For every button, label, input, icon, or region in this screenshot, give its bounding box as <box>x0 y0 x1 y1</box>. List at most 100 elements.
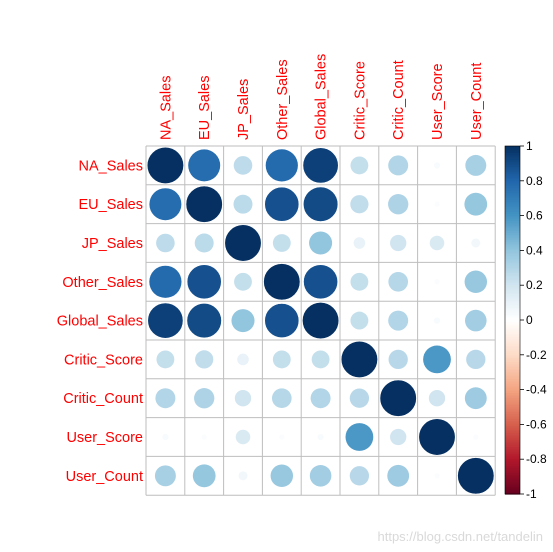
column-label-Global_Sales: Global_Sales <box>314 54 330 140</box>
colorbar-segment <box>505 154 520 158</box>
corr-circle-User_Count-JP_Sales <box>238 471 248 481</box>
colorbar-segment <box>505 321 520 325</box>
colorbar-segment <box>505 166 520 170</box>
colorbar-segment <box>505 226 520 229</box>
colorbar-segment <box>505 400 520 403</box>
colorbar-segment <box>505 333 520 337</box>
correlation-circles <box>146 146 495 495</box>
corr-circle-NA_Sales-Critic_Score <box>350 156 369 175</box>
colorbar-segment <box>505 391 520 394</box>
colorbar-segment <box>505 264 520 267</box>
colorbar-segment <box>505 412 520 415</box>
column-label-Critic_Count: Critic_Count <box>391 60 407 140</box>
colorbar-segment <box>505 224 520 227</box>
colorbar-segment <box>505 320 520 323</box>
colorbar-segment <box>505 379 520 382</box>
colorbar-segment <box>505 276 520 279</box>
colorbar-segment <box>505 405 520 408</box>
corr-circle-Critic_Count-JP_Sales <box>234 390 252 407</box>
colorbar-segment <box>505 161 520 164</box>
colorbar-segment <box>505 250 520 253</box>
corr-circle-JP_Sales-Critic_Score <box>353 237 366 249</box>
colorbar-segment <box>505 398 520 401</box>
colorbar-segment <box>505 356 520 359</box>
colorbar-segment <box>505 342 520 345</box>
colorbar-segment <box>505 476 520 479</box>
colorbar-segment <box>505 389 520 392</box>
colorbar-segment <box>505 299 520 302</box>
corr-circle-User_Score-JP_Sales <box>235 429 251 445</box>
colorbar-segment <box>505 382 520 385</box>
colorbar-segment <box>505 187 520 191</box>
colorbar-segment <box>505 186 520 189</box>
colorbar-segment <box>505 326 520 330</box>
colorbar-segment <box>505 420 520 424</box>
colorbar-segment <box>505 422 520 425</box>
corr-circle-NA_Sales-User_Score <box>433 162 441 169</box>
row-label-JP_Sales: JP_Sales <box>82 236 143 252</box>
colorbar-segment <box>505 168 520 171</box>
row-label-Global_Sales: Global_Sales <box>57 314 143 330</box>
colorbar-segment <box>505 314 520 318</box>
colorbar-segment <box>505 293 520 297</box>
colorbar-segment <box>505 450 520 453</box>
corr-circle-EU_Sales-Global_Sales <box>303 186 339 222</box>
colorbar-segment <box>505 492 520 495</box>
colorbar-segment <box>505 156 520 159</box>
corr-circle-Other_Sales-User_Count <box>464 270 488 294</box>
column-label-JP_Sales: JP_Sales <box>236 79 252 140</box>
colorbar-segment <box>505 462 520 466</box>
corr-circle-Critic_Count-Other_Sales <box>271 388 292 409</box>
colorbar-segment <box>505 307 520 311</box>
corr-circle-Critic_Score-EU_Sales <box>195 350 214 369</box>
colorbar-tick-label: 0 <box>526 313 533 327</box>
colorbar-segment <box>505 483 520 486</box>
column-labels: NA_Sales EU_Sales JP_Sales Other_Sales Globa… <box>158 54 484 140</box>
colorbar-segment <box>505 189 520 192</box>
colorbar-segment <box>505 396 520 399</box>
corr-circle-Global_Sales-Other_Sales <box>264 303 300 339</box>
column-label-User_Score: User_Score <box>430 63 446 140</box>
colorbar-segment <box>505 424 520 427</box>
colorbar-segment <box>505 426 520 429</box>
colorbar-segment <box>505 199 520 203</box>
colorbar-segment <box>505 469 520 472</box>
colorbar-segment <box>505 429 520 432</box>
column-label-EU_Sales: EU_Sales <box>197 76 213 140</box>
colorbar-segment <box>505 152 520 156</box>
colorbar-segment <box>505 408 520 412</box>
colorbar-segment <box>505 481 520 485</box>
colorbar-segment <box>505 368 520 372</box>
corr-circle-User_Score-User_Score <box>418 418 456 456</box>
colorbar-segment <box>505 370 520 373</box>
colorbar-segment <box>505 271 520 274</box>
colorbar-tick-label: 1 <box>526 139 533 153</box>
colorbar-segment <box>505 180 520 184</box>
corr-circle-NA_Sales-JP_Sales <box>233 156 253 175</box>
colorbar-segment <box>505 373 520 377</box>
corr-circle-Critic_Count-NA_Sales <box>155 388 176 409</box>
corr-circle-Global_Sales-User_Score <box>433 317 441 324</box>
corr-circle-NA_Sales-Other_Sales <box>265 149 298 182</box>
colorbar-segment <box>505 365 520 368</box>
colorbar-segment <box>505 337 520 340</box>
corr-circle-User_Score-User_Count <box>473 434 479 440</box>
colorbar-segment <box>505 488 520 492</box>
column-label-Other_Sales: Other_Sales <box>275 59 291 140</box>
colorbar-segment <box>505 473 520 476</box>
corr-circle-User_Score-Critic_Score <box>345 423 374 451</box>
colorbar-segment <box>505 453 520 457</box>
colorbar-segment <box>505 309 520 312</box>
colorbar-segment <box>505 441 520 445</box>
corr-circle-Critic_Score-User_Score <box>423 345 451 374</box>
colorbar-tick-label: 0.6 <box>526 209 543 223</box>
corr-circle-Other_Sales-NA_Sales <box>149 265 182 298</box>
corr-circle-User_Count-Critic_Count <box>387 464 410 487</box>
colorbar-segment <box>505 179 520 182</box>
colorbar-segment <box>505 227 520 231</box>
colorbar-segment <box>505 485 520 488</box>
corr-circle-User_Count-Critic_Score <box>349 466 370 486</box>
colorbar-segment <box>505 165 520 168</box>
colorbar-tick-label: 0.4 <box>526 243 543 257</box>
corr-circle-User_Score-EU_Sales <box>201 434 207 440</box>
